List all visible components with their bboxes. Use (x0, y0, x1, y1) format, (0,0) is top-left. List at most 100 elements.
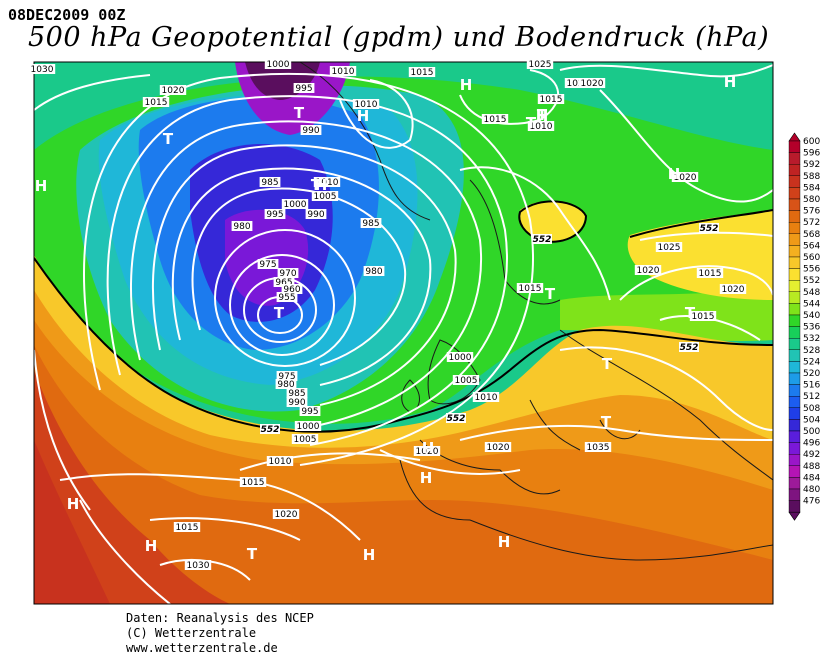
credit-copyright: (C) Wetterzentrale (126, 626, 257, 640)
svg-text:1015: 1015 (242, 478, 265, 488)
pressure-label: 1000 (294, 421, 322, 432)
pressure-label: 1020 (671, 172, 699, 183)
map-date: 08DEC2009 00Z (8, 6, 126, 24)
pressure-label: 980 (231, 221, 253, 232)
legend-swatch (788, 477, 801, 490)
pressure-label: 1015 (142, 97, 170, 108)
svg-text:1005: 1005 (314, 192, 337, 202)
svg-text:995: 995 (295, 84, 312, 94)
svg-text:985: 985 (261, 178, 278, 188)
legend-level-label: 572 (803, 218, 820, 228)
pressure-label: 1010 (527, 121, 555, 132)
svg-text:985: 985 (362, 219, 379, 229)
height-label: 552 (260, 424, 280, 435)
low-pressure-marker: T (601, 413, 612, 431)
svg-text:955: 955 (278, 293, 295, 303)
pressure-label: 960 (281, 284, 303, 295)
low-pressure-marker: T (247, 545, 258, 563)
high-pressure-marker: H (422, 439, 435, 457)
legend-level-label: 476 (803, 497, 820, 507)
pressure-label: 1015 (696, 268, 724, 279)
svg-text:1020: 1020 (581, 79, 604, 89)
pressure-label: 1020 (578, 78, 606, 89)
height-label: 552 (699, 223, 719, 234)
legend-swatch (788, 303, 801, 316)
svg-text:1000: 1000 (449, 353, 472, 363)
svg-text:1030: 1030 (31, 65, 54, 75)
low-pressure-marker: T (526, 114, 537, 132)
credits: Daten: Reanalysis des NCEP (C) Wetterzen… (126, 611, 314, 656)
svg-text:1025: 1025 (529, 60, 552, 70)
svg-text:980: 980 (233, 222, 250, 232)
pressure-label: 980 (275, 379, 297, 390)
legend-level-label: 516 (803, 381, 820, 391)
svg-text:1020: 1020 (674, 173, 697, 183)
legend-swatch (788, 280, 801, 293)
pressure-label: 1005 (311, 191, 339, 202)
svg-text:552: 552 (261, 425, 280, 435)
legend-level-label: 580 (803, 195, 820, 205)
legend-swatch (788, 163, 801, 176)
svg-text:1020: 1020 (162, 86, 185, 96)
legend-swatch (788, 221, 801, 234)
map-title: 500 hPa Geopotential (gpdm) und Bodendru… (28, 22, 770, 53)
legend-swatch (788, 454, 801, 467)
legend-swatch (788, 291, 801, 304)
svg-text:990: 990 (288, 398, 305, 408)
contour-552 (34, 257, 773, 433)
legend-level-label: 540 (803, 311, 820, 321)
legend-level-label: 560 (803, 253, 820, 263)
pressure-label: 1010 (266, 456, 294, 467)
svg-text:552: 552 (700, 224, 719, 234)
svg-text:965: 965 (275, 278, 292, 288)
svg-text:1000: 1000 (284, 200, 307, 210)
legend-level-label: 512 (803, 392, 820, 402)
svg-text:552: 552 (680, 343, 699, 353)
low-pressure-marker: T (537, 106, 548, 124)
pressure-label: 965 (273, 277, 295, 288)
svg-text:1010: 1010 (530, 122, 553, 132)
legend-level-label: 564 (803, 241, 820, 251)
legend-swatch (788, 152, 801, 165)
svg-text:1035: 1035 (587, 443, 610, 453)
legend-arrow-top (788, 132, 801, 142)
low-pressure-marker: T (294, 104, 305, 122)
high-pressure-marker: H (35, 177, 48, 195)
svg-text:990: 990 (307, 210, 324, 220)
legend-swatch (788, 396, 801, 409)
svg-text:1010: 1010 (355, 100, 378, 110)
pressure-label: 1020 (413, 446, 441, 457)
legend-swatch (788, 384, 801, 397)
pressure-label: 1010 (352, 99, 380, 110)
contour-552-east (629, 209, 773, 238)
legend-swatch (788, 361, 801, 374)
legend-level-label: 588 (803, 172, 820, 182)
pressure-label: 975 (276, 371, 298, 382)
pressure-label: 1010 (313, 177, 341, 188)
legend-level-label: 568 (803, 230, 820, 240)
legend-level-label: 548 (803, 288, 820, 298)
svg-text:970: 970 (279, 269, 296, 279)
legend-swatch (788, 338, 801, 351)
pressure-label: 990 (286, 397, 308, 408)
map-frame (33, 61, 774, 605)
legend-swatch (788, 140, 801, 153)
legend-level-label: 536 (803, 323, 820, 333)
legend-arrow-bottom (788, 511, 801, 521)
pressure-label: 1035 (584, 442, 612, 453)
legend-level-label: 552 (803, 276, 820, 286)
pressure-label: 990 (300, 125, 322, 136)
legend-level-label: 496 (803, 439, 820, 449)
pressure-label: 995 (299, 406, 321, 417)
legend-swatch (788, 256, 801, 269)
legend-level-label: 492 (803, 450, 820, 460)
svg-text:1015: 1015 (484, 115, 507, 125)
fill-red-orange (34, 370, 230, 604)
pressure-label: 1020 (719, 284, 747, 295)
svg-text:1015: 1015 (145, 98, 168, 108)
legend-level-label: 520 (803, 369, 820, 379)
height-label: 552 (532, 234, 552, 245)
pressure-label: 990 (305, 209, 327, 220)
svg-text:1020: 1020 (275, 510, 298, 520)
